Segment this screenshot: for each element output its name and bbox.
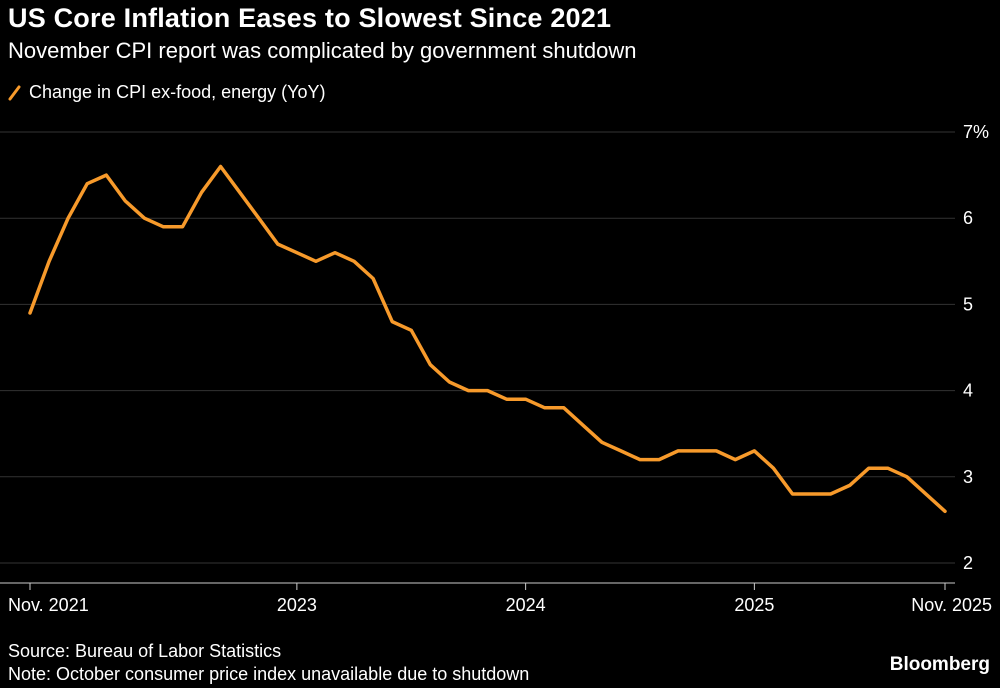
legend-line-mark [8,85,21,100]
bloomberg-logo: Bloomberg [889,654,990,675]
legend: Change in CPI ex-food, energy (YoY) [8,82,326,103]
cpi-series-line [28,164,947,514]
x-axis-label: Nov. 2021 [8,595,89,615]
note-text: Note: October consumer price index unava… [8,663,530,684]
x-axis-label: 2024 [506,595,546,615]
y-axis-label: 7% [963,122,989,142]
source-text: Source: Bureau of Labor Statistics [8,640,282,661]
x-axis-label: 2025 [734,595,774,615]
y-axis-label: 2 [963,553,973,573]
chart-subtitle: November CPI report was complicated by g… [8,38,637,64]
x-axis-label: 2023 [277,595,317,615]
legend-label: Change in CPI ex-food, energy (YoY) [29,82,326,102]
x-axis-label: Nov. 2025 [911,595,992,615]
y-axis-label: 3 [963,467,973,487]
y-axis-label: 4 [963,381,973,401]
chart-header: US Core Inflation Eases to Slowest Since… [8,2,992,64]
y-axis-label: 6 [963,208,973,228]
legend-line-icon [8,85,21,100]
chart-title: US Core Inflation Eases to Slowest Since… [8,3,612,33]
chart-footer: Source: Bureau of Labor Statistics Note:… [8,640,992,686]
y-axis-label: 5 [963,294,973,314]
